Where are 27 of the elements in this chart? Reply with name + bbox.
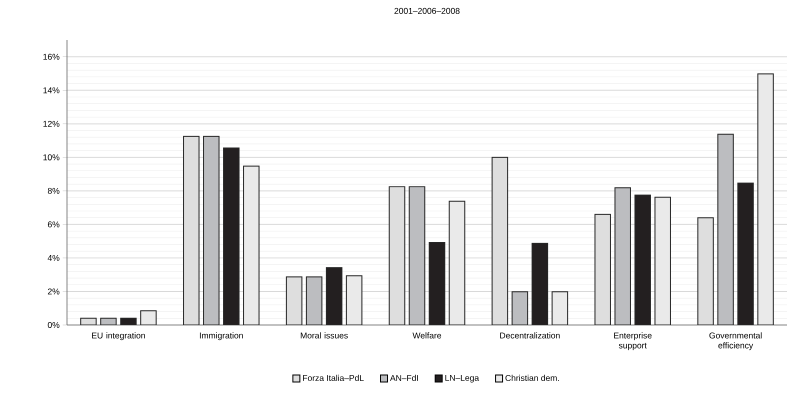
y-tick-label: 10% [43,154,60,160]
x-tick-label: Enterprise support [614,332,652,350]
bar [614,187,631,325]
legend-label: Christian dem. [505,374,559,381]
bar [203,136,220,325]
x-tick-label: Welfare [412,332,442,338]
bar [512,291,528,325]
legend-label: AN–FdI [390,374,418,381]
x-tick-label: EU integration [92,332,145,340]
y-tick-label: 12% [43,120,60,127]
y-tick-label: 14% [43,87,60,94]
y-tick-label: 6% [48,221,60,228]
bar [408,186,426,325]
legend-label: Forza Italia–PdL [303,374,364,381]
y-tick-label: 8% [48,188,60,194]
x-tick-label: Governmental efficiency [709,332,762,350]
chart-title: 2001–2006–2008 [394,8,460,14]
legend-label: LN–Lega [445,374,480,383]
y-tick-label: 4% [48,254,60,261]
x-tick-label: Decentralization [500,332,560,338]
bar [717,134,734,325]
y-tick-label: 0% [48,322,60,328]
x-tick-label: Moral issues [300,332,348,338]
bar [306,276,322,325]
x-tick-label: Immigration [200,332,243,340]
y-tick-label: 16% [43,54,60,60]
y-tick-label: 2% [48,288,60,294]
